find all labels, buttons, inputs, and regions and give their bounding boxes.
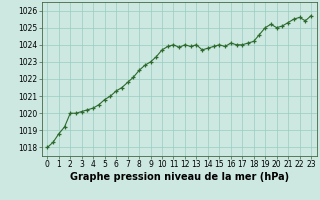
X-axis label: Graphe pression niveau de la mer (hPa): Graphe pression niveau de la mer (hPa) bbox=[70, 172, 289, 182]
